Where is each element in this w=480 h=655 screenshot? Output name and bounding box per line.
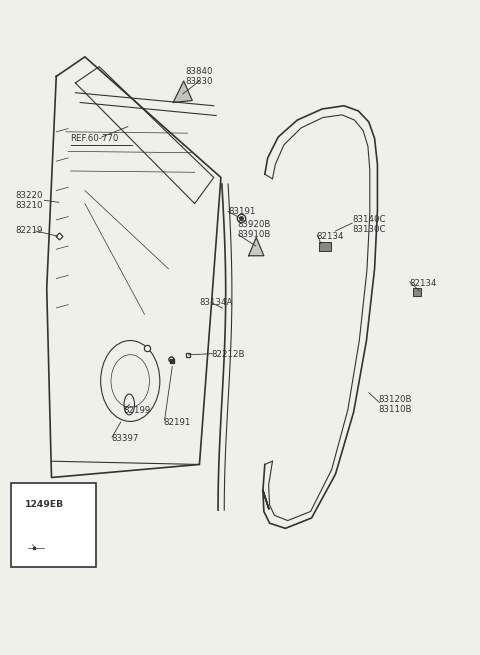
Polygon shape <box>173 81 192 102</box>
Text: 83140C
83130C: 83140C 83130C <box>352 215 385 234</box>
Polygon shape <box>249 238 264 255</box>
FancyBboxPatch shape <box>319 242 331 251</box>
Text: 82212B: 82212B <box>211 350 245 360</box>
Text: 82219: 82219 <box>16 227 43 235</box>
Text: 83134A: 83134A <box>199 298 233 307</box>
Text: 1249EB: 1249EB <box>25 500 64 510</box>
Text: 82134: 82134 <box>409 278 437 288</box>
Text: 83220
83210: 83220 83210 <box>16 191 43 210</box>
Text: 83191: 83191 <box>228 207 255 216</box>
Text: 82199: 82199 <box>123 407 150 415</box>
Text: 82191: 82191 <box>164 418 191 426</box>
Text: 83120B
83110B: 83120B 83110B <box>378 395 412 414</box>
FancyBboxPatch shape <box>413 288 421 296</box>
Text: 83920B
83910B: 83920B 83910B <box>238 220 271 239</box>
Text: 83840
83830: 83840 83830 <box>186 67 213 86</box>
Text: 82134: 82134 <box>316 232 344 240</box>
Text: REF.60-770: REF.60-770 <box>71 134 119 143</box>
FancyBboxPatch shape <box>11 483 96 567</box>
Text: 83397: 83397 <box>111 434 139 443</box>
